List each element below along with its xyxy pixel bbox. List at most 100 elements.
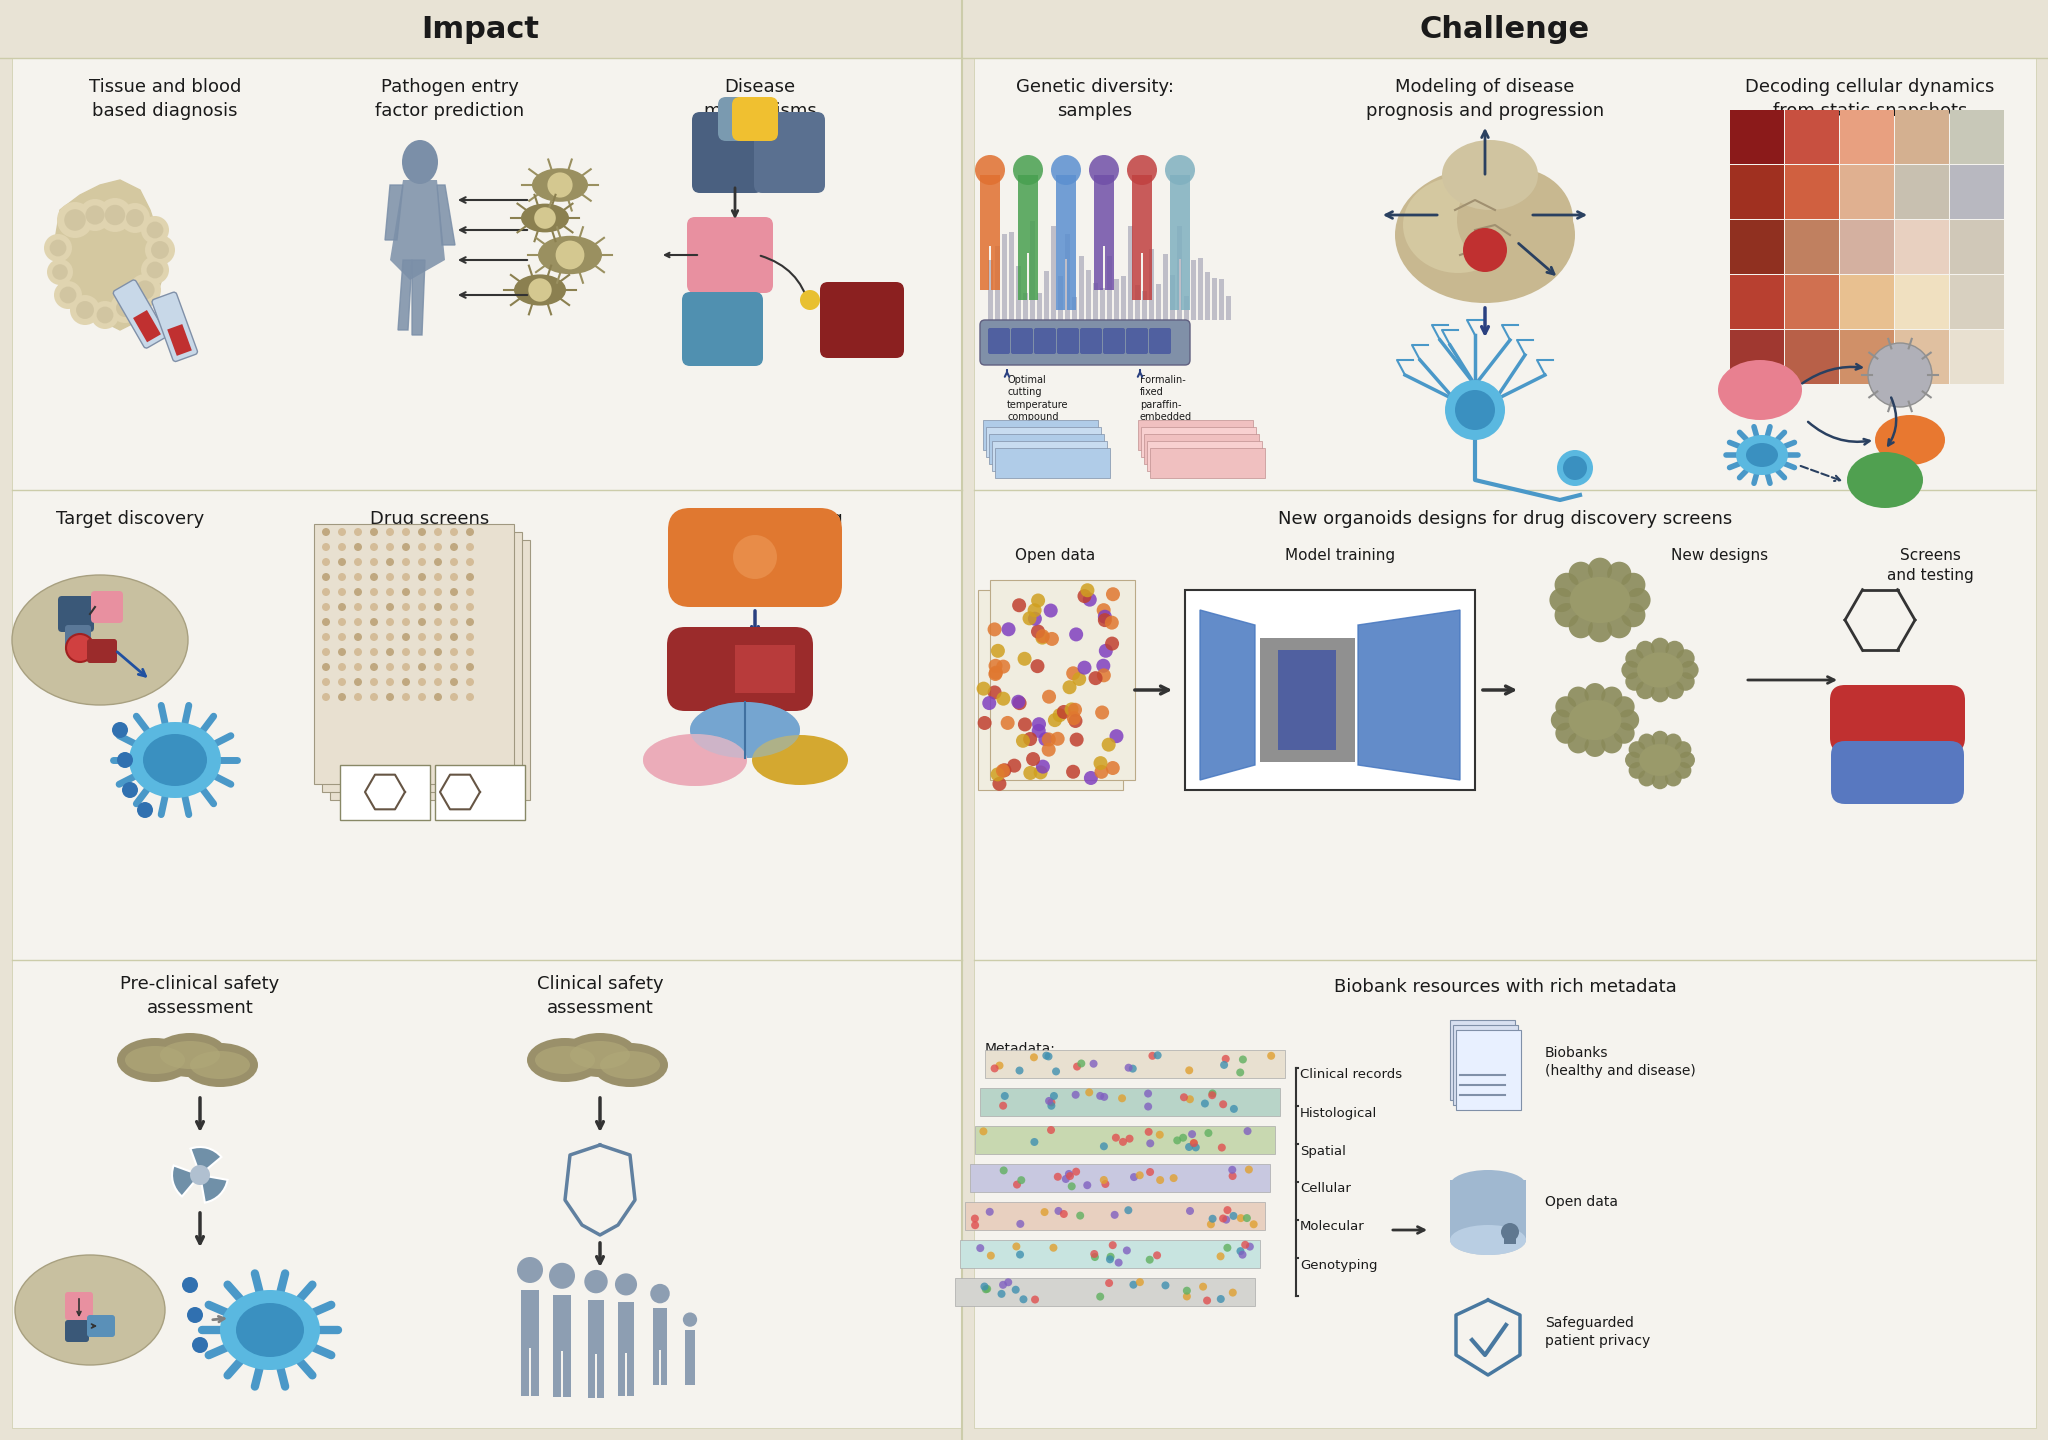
Circle shape: [379, 566, 385, 575]
Circle shape: [467, 588, 473, 596]
Circle shape: [547, 173, 573, 197]
Circle shape: [410, 701, 418, 708]
Circle shape: [1462, 228, 1507, 272]
Circle shape: [401, 588, 410, 596]
Circle shape: [999, 1166, 1008, 1175]
Text: Modeling of disease
prognosis and progression: Modeling of disease prognosis and progre…: [1366, 78, 1604, 120]
Circle shape: [1186, 1207, 1194, 1215]
Circle shape: [614, 1273, 637, 1296]
Circle shape: [127, 209, 143, 228]
Circle shape: [985, 1208, 993, 1215]
Circle shape: [473, 641, 481, 649]
Circle shape: [371, 649, 379, 657]
Circle shape: [1055, 1207, 1063, 1215]
Circle shape: [1104, 616, 1118, 629]
Bar: [1452, 1025, 1518, 1104]
Bar: [995, 246, 999, 320]
Circle shape: [354, 543, 362, 552]
Circle shape: [442, 580, 451, 589]
Circle shape: [1153, 1051, 1161, 1060]
Circle shape: [451, 544, 459, 552]
Circle shape: [997, 1290, 1006, 1297]
Circle shape: [152, 240, 170, 259]
Circle shape: [459, 596, 467, 603]
Circle shape: [393, 552, 401, 559]
Circle shape: [1124, 1064, 1133, 1071]
Circle shape: [1042, 1051, 1051, 1060]
Circle shape: [401, 693, 410, 701]
Ellipse shape: [1876, 415, 1946, 465]
Circle shape: [467, 662, 473, 671]
Circle shape: [651, 1284, 670, 1303]
Circle shape: [1014, 156, 1042, 184]
Circle shape: [434, 589, 442, 598]
Circle shape: [1184, 1287, 1190, 1295]
Text: Challenge: Challenge: [1419, 14, 1589, 43]
Circle shape: [338, 575, 346, 582]
Circle shape: [1217, 1295, 1225, 1303]
Bar: [1278, 649, 1335, 750]
Circle shape: [1106, 636, 1118, 651]
Text: +: +: [1475, 1045, 1491, 1064]
Circle shape: [481, 589, 489, 598]
Circle shape: [410, 657, 418, 664]
Bar: [322, 531, 522, 792]
Circle shape: [371, 543, 379, 552]
Circle shape: [1106, 1279, 1114, 1287]
Circle shape: [1030, 1138, 1038, 1146]
Circle shape: [354, 575, 362, 582]
Circle shape: [182, 1277, 199, 1293]
Circle shape: [1030, 625, 1044, 638]
FancyBboxPatch shape: [113, 279, 166, 348]
Circle shape: [322, 662, 330, 671]
Circle shape: [467, 589, 473, 598]
Circle shape: [401, 619, 410, 626]
Circle shape: [418, 544, 426, 552]
Bar: [520, 1290, 539, 1348]
Bar: [1169, 176, 1190, 259]
Circle shape: [90, 301, 119, 328]
Circle shape: [385, 559, 393, 566]
Circle shape: [1061, 1175, 1069, 1184]
Circle shape: [1014, 1181, 1022, 1188]
Circle shape: [1202, 1296, 1210, 1305]
Circle shape: [1567, 733, 1589, 753]
Circle shape: [346, 552, 354, 559]
Circle shape: [442, 566, 451, 575]
Circle shape: [1675, 742, 1692, 757]
Circle shape: [1221, 1061, 1229, 1068]
Circle shape: [481, 664, 489, 672]
Circle shape: [385, 618, 393, 626]
Bar: [1786, 220, 1839, 274]
Circle shape: [51, 264, 68, 279]
Circle shape: [59, 287, 76, 304]
Text: Clinical safety
assessment: Clinical safety assessment: [537, 975, 664, 1017]
Text: Optimal
cutting
temperature
compound: Optimal cutting temperature compound: [1008, 374, 1069, 422]
Ellipse shape: [182, 1043, 258, 1087]
Bar: [12, 58, 963, 1428]
Circle shape: [1569, 613, 1593, 638]
FancyBboxPatch shape: [981, 320, 1190, 364]
Circle shape: [473, 611, 481, 619]
Circle shape: [426, 657, 434, 664]
Circle shape: [385, 544, 393, 552]
Circle shape: [1501, 1223, 1520, 1241]
Wedge shape: [201, 1175, 227, 1202]
Bar: [1950, 220, 2005, 274]
Circle shape: [1036, 631, 1049, 645]
Polygon shape: [436, 184, 455, 245]
Ellipse shape: [1456, 168, 1573, 272]
Bar: [1894, 220, 1950, 274]
Circle shape: [442, 611, 451, 619]
Circle shape: [1083, 770, 1098, 785]
Circle shape: [473, 657, 481, 664]
Ellipse shape: [160, 1041, 219, 1068]
Circle shape: [1126, 156, 1157, 184]
Circle shape: [1636, 681, 1655, 700]
Circle shape: [385, 589, 393, 598]
Circle shape: [418, 664, 426, 672]
Bar: [1057, 176, 1075, 259]
Circle shape: [338, 649, 346, 657]
Text: Clinical records: Clinical records: [1300, 1068, 1403, 1081]
Circle shape: [354, 619, 362, 626]
